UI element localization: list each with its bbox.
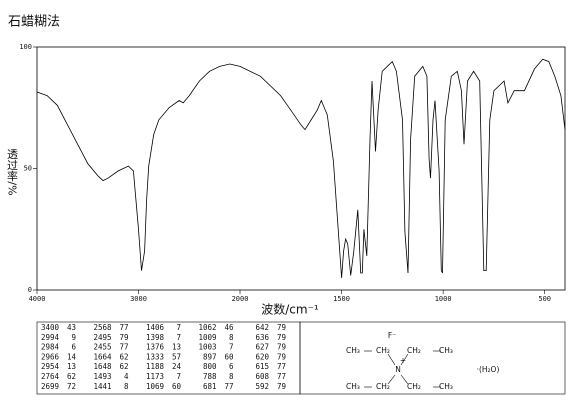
peak-transmittance: 7 <box>176 333 181 342</box>
peak-wavenumber: 1398 <box>146 333 165 342</box>
peak-wavenumber: 681 <box>203 382 217 391</box>
y-tick-label: 50 <box>24 165 32 173</box>
peak-wavenumber: 2455 <box>93 343 111 352</box>
peak-wavenumber: 2954 <box>41 362 60 371</box>
x-tick-label: 500 <box>538 295 551 303</box>
peak-transmittance: 79 <box>277 333 286 342</box>
peak-wavenumber: 592 <box>255 382 269 391</box>
peak-transmittance: 13 <box>172 343 181 352</box>
peak-transmittance: 6 <box>71 343 76 352</box>
peak-wavenumber: 800 <box>203 362 217 371</box>
peak-transmittance: 62 <box>67 372 76 381</box>
peak-transmittance: 7 <box>176 372 181 381</box>
peak-transmittance: 79 <box>277 382 286 391</box>
x-tick-label: 1500 <box>333 295 350 303</box>
y-tick-label: 0 <box>28 286 32 294</box>
peak-transmittance: 8 <box>229 333 234 342</box>
peak-transmittance: 60 <box>224 352 234 361</box>
peak-wavenumber: 1333 <box>146 352 164 361</box>
peak-transmittance: 7 <box>176 323 181 332</box>
peak-wavenumber: 2495 <box>93 333 111 342</box>
peak-transmittance: 77 <box>119 343 128 352</box>
x-tick-label: 3000 <box>130 295 147 303</box>
peak-wavenumber: 627 <box>255 343 269 352</box>
bonds <box>364 350 441 388</box>
peak-wavenumber: 1003 <box>198 343 216 352</box>
structure-charge: + <box>400 356 406 365</box>
peak-wavenumber: 897 <box>203 352 217 361</box>
peak-wavenumber: 2764 <box>41 372 60 381</box>
peak-wavenumber: 2984 <box>41 343 60 352</box>
peak-wavenumber: 642 <box>255 323 269 332</box>
peak-transmittance: 8 <box>229 372 234 381</box>
y-axis-label: 透过率/% <box>6 148 19 195</box>
peak-wavenumber: 2568 <box>93 323 112 332</box>
peak-transmittance: 79 <box>277 352 286 361</box>
structure-atom: CH₃ <box>346 382 360 391</box>
peak-transmittance: 7 <box>229 343 234 352</box>
peak-wavenumber: 1188 <box>146 362 165 371</box>
chart-title: 石蜡糊法 <box>8 14 60 30</box>
peak-wavenumber: 1493 <box>93 372 111 381</box>
peak-wavenumber: 608 <box>255 372 269 381</box>
structure-frame <box>299 321 566 395</box>
structure-solvate: ·(H₂O) <box>477 365 500 374</box>
peak-transmittance: 13 <box>67 362 76 371</box>
peak-wavenumber: 2994 <box>41 333 60 342</box>
peak-transmittance: 77 <box>119 323 128 332</box>
structure-atom: CH₂ <box>407 346 421 355</box>
peak-wavenumber: 620 <box>255 352 269 361</box>
peak-wavenumber: 788 <box>203 372 217 381</box>
peak-transmittance: 77 <box>224 382 233 391</box>
peak-wavenumber: 1406 <box>146 323 165 332</box>
peak-wavenumber: 615 <box>255 362 269 371</box>
peak-wavenumber: 1664 <box>93 352 112 361</box>
peak-transmittance: 62 <box>119 362 128 371</box>
plot-frame <box>36 46 566 291</box>
peak-transmittance: 77 <box>277 372 286 381</box>
x-axis-label: 波数/cm⁻¹ <box>261 302 319 317</box>
peak-wavenumber: 1648 <box>93 362 112 371</box>
peak-wavenumber: 636 <box>255 333 269 342</box>
peak-transmittance: 79 <box>277 343 286 352</box>
structure-anion: F⁻ <box>388 331 396 340</box>
peak-transmittance: 24 <box>172 362 182 371</box>
x-tick-label: 4000 <box>29 295 46 303</box>
peak-transmittance: 79 <box>277 323 286 332</box>
peak-transmittance: 43 <box>67 323 76 332</box>
peak-transmittance: 77 <box>277 362 286 371</box>
peak-transmittance: 62 <box>119 352 128 361</box>
spectrum-line <box>36 58 566 278</box>
x-tick-label: 1000 <box>435 295 452 303</box>
peak-wavenumber: 2699 <box>41 382 59 391</box>
structure-atom: CH₃ <box>439 346 453 355</box>
structure-atom: CH₂ <box>376 346 390 355</box>
peak-transmittance: 60 <box>172 382 182 391</box>
peak-wavenumber: 3400 <box>41 323 60 332</box>
peak-transmittance: 14 <box>67 352 77 361</box>
peak-wavenumber: 1441 <box>93 382 111 391</box>
peak-transmittance: 57 <box>172 352 181 361</box>
peak-transmittance: 8 <box>124 382 129 391</box>
structure-atom: CH₂ <box>376 382 390 391</box>
peak-wavenumber: 1376 <box>146 343 165 352</box>
peak-wavenumber: 1173 <box>146 372 164 381</box>
peak-wavenumber: 1062 <box>198 323 216 332</box>
peak-transmittance: 4 <box>124 372 129 381</box>
peak-transmittance: 72 <box>67 382 76 391</box>
peak-transmittance: 46 <box>224 323 234 332</box>
structure-atom: CH₃ <box>439 382 453 391</box>
peak-wavenumber: 1069 <box>146 382 164 391</box>
structure-atom: CH₃ <box>346 346 360 355</box>
peak-transmittance: 6 <box>229 362 234 371</box>
x-tick-label: 2000 <box>232 295 249 303</box>
structure-atom: CH₂ <box>407 382 421 391</box>
structure-atom: N <box>395 365 401 374</box>
peak-wavenumber: 2966 <box>41 352 60 361</box>
y-tick-label: 100 <box>19 43 32 51</box>
peak-transmittance: 9 <box>71 333 76 342</box>
peak-wavenumber: 1009 <box>198 333 216 342</box>
peak-transmittance: 79 <box>119 333 128 342</box>
